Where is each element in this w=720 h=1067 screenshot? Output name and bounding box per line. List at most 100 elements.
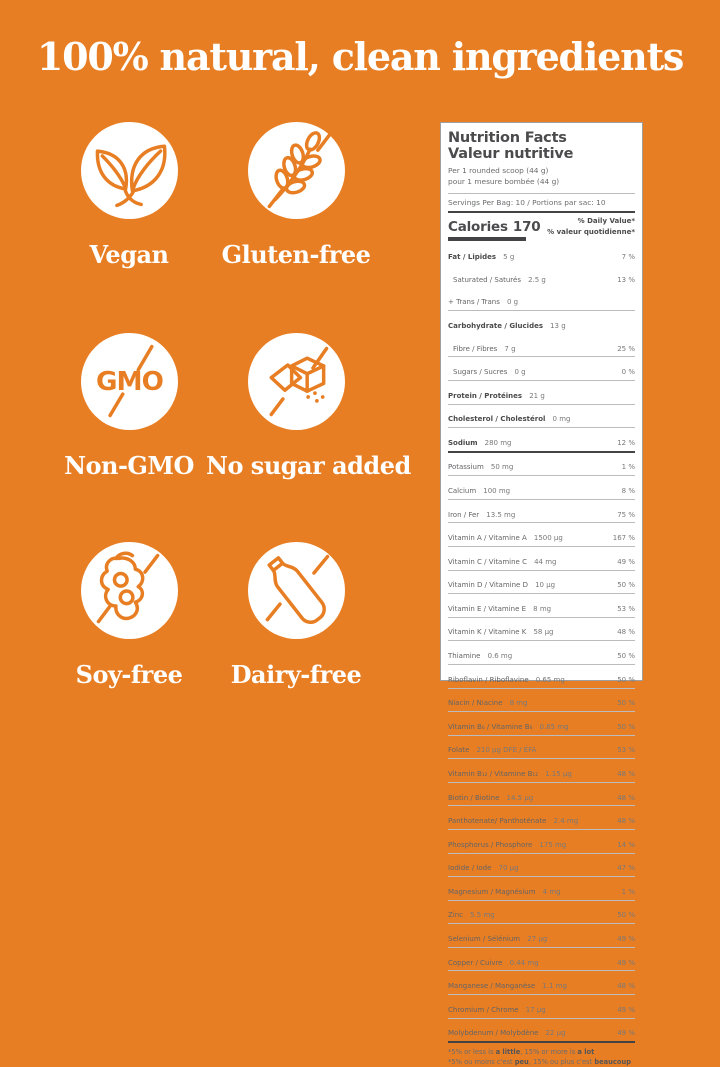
- nutrient-amount: 14.5 µg: [506, 793, 534, 802]
- nutrient-name: Folate: [448, 746, 470, 755]
- nutrition-row: Phosphorus / Phosphore 175 mg 14 %: [448, 830, 635, 854]
- footnote: *5% or less is a little, 15% or more is …: [448, 1043, 635, 1067]
- nutrient-daily-value: 49 %: [617, 1005, 635, 1014]
- nutrient-name: Sodium: [448, 438, 478, 447]
- nutrient-daily-value: 49 %: [617, 557, 635, 566]
- nutrient-daily-value: 7 %: [621, 253, 635, 262]
- nutrient-daily-value: 50 %: [617, 699, 635, 708]
- nutrient-daily-value: 50 %: [617, 652, 635, 661]
- nutrient-name: Zinc: [448, 911, 464, 920]
- nutrition-row: Vitamin B₁₂ / Vitamine B₁₂ 1.15 µg 48 %: [448, 759, 635, 783]
- nutrient-name: Selenium / Sélénium: [448, 934, 521, 943]
- nutrition-row: Vitamin D / Vitamine D 10 µg 50 %: [448, 571, 635, 595]
- nutrient-daily-value: 14 %: [617, 840, 635, 849]
- daily-value-header-en: % Daily Value*: [577, 217, 635, 226]
- nutrient-amount: 8 mg: [509, 699, 528, 708]
- nutrient-amount: 7 g: [504, 344, 516, 353]
- nutrition-row: Fat / Lipides 5 g 7 %: [448, 243, 635, 266]
- badge-label: Dairy-free: [230, 660, 362, 689]
- gmo-icon-text: GMO: [96, 367, 163, 397]
- nutrient-name: Thiamine: [448, 652, 481, 661]
- nutrient-amount: 280 mg: [484, 438, 512, 447]
- nutrient-amount: 70 µg: [498, 864, 519, 873]
- nutrient-name: Iodide / Iode: [448, 864, 492, 873]
- nutrient-daily-value: 13 %: [617, 275, 635, 284]
- nutrient-daily-value: 53 %: [617, 604, 635, 613]
- nutrition-row: Vitamin C / Vitamine C 44 mg 49 %: [448, 547, 635, 571]
- product-infographic: { "page": { "background_color": "#E87E23…: [36, 34, 685, 1067]
- badge-circle: [80, 122, 178, 219]
- nutrition-row: Vitamin A / Vitamine A 1500 µg 167 %: [448, 523, 635, 548]
- divider-thin: [448, 193, 635, 195]
- footnote-fr: *5% ou moins c'est peu, 15% ou plus c'es…: [448, 1058, 632, 1067]
- nutrient-name: Vitamin B₆ / Vitamine B₆: [448, 722, 533, 731]
- nutrition-row: Thiamine 0.6 mg 50 %: [448, 641, 635, 665]
- badge-label: No sugar added: [206, 451, 411, 480]
- nutrient-amount: 22 µg: [545, 1029, 566, 1038]
- badge-label: Gluten-free: [221, 240, 371, 269]
- nutrient-name: Vitamin K / Vitamine K: [448, 628, 527, 637]
- daily-value-header-fr: % valeur quotidienne*: [547, 227, 635, 236]
- nutrient-amount: 100 mg: [483, 487, 511, 495]
- nutrient-amount: 13 g: [550, 321, 566, 330]
- nutrition-facts-panel: Nutrition Facts Valeur nutritive Per 1 r…: [440, 122, 643, 1066]
- nutrient-amount: 0 mg: [552, 415, 571, 424]
- nutrient-daily-value: 48 %: [617, 769, 635, 778]
- nutrient-daily-value: 50 %: [617, 911, 635, 920]
- nutrient-amount: 0 g: [514, 368, 526, 377]
- serving-size-fr: pour 1 mesure bombée (44 g): [448, 176, 560, 186]
- nutrition-row: Selenium / Sélénium 27 µg 49 %: [448, 924, 635, 948]
- nutrition-row: Fibre / Fibres 7 g 25 %: [448, 334, 635, 358]
- nutrient-amount: 5 g: [503, 253, 515, 262]
- sugar-cubes-slash-icon: [269, 346, 328, 417]
- badge-dairy-free: Dairy-free: [206, 542, 386, 689]
- badge-circle: [80, 542, 178, 639]
- badge-circle: [247, 122, 345, 219]
- nutrient-amount: 50 mg: [490, 463, 514, 472]
- nutrient-name: Niacin / Niacine: [448, 699, 503, 708]
- nutrient-name: Vitamin C / Vitamine C: [448, 557, 527, 566]
- nutrient-amount: 8 mg: [533, 604, 552, 613]
- badge-circle: [247, 542, 345, 639]
- page-title: 100% natural, clean ingredients: [36, 34, 684, 79]
- nutrient-name: Manganese / Manganèse: [448, 982, 536, 991]
- nutrition-row: Niacin / Niacine 8 mg 50 %: [448, 689, 635, 713]
- nutrient-daily-value: 49 %: [617, 958, 635, 967]
- nutrient-daily-value: 1 %: [621, 463, 635, 472]
- badge-vegan: Vegan: [39, 122, 219, 269]
- nutrition-row: Manganese / Manganèse 1.1 mg 48 %: [448, 971, 635, 996]
- nutrient-daily-value: 48 %: [617, 817, 635, 826]
- nutrition-title-en: Nutrition Facts: [448, 130, 567, 146]
- nutrition-row: Folate 210 µg DFE / ÉFA 53 %: [448, 736, 635, 760]
- nutrient-amount: 175 mg: [539, 840, 567, 849]
- calories-underline-bar: [448, 237, 526, 241]
- nutrient-name: Vitamin B₁₂ / Vitamine B₁₂: [448, 769, 539, 778]
- nutrient-daily-value: 25 %: [617, 344, 635, 353]
- badge-non-gmo: GMO Non-GMO: [39, 333, 219, 480]
- nutrition-row: Iodide / Iode 70 µg 47 %: [448, 854, 635, 878]
- nutrient-name: Protein / Protéines: [448, 391, 523, 400]
- nutrient-name: Copper / Cuivre: [448, 958, 503, 967]
- nutrition-row: Vitamin E / Vitamine E 8 mg 53 %: [448, 594, 635, 618]
- nutrient-daily-value: 50 %: [617, 675, 635, 684]
- nutrient-amount: 44 mg: [534, 557, 557, 566]
- milk-bottle-slash-icon: [265, 554, 329, 624]
- nutrient-name: Magnesium / Magnésium: [448, 887, 536, 896]
- nutrient-name: Molybdenum / Molybdène: [448, 1029, 539, 1038]
- nutrient-amount: 58 µg: [533, 628, 554, 637]
- badge-no-sugar-added: No sugar added: [206, 333, 411, 480]
- nutrient-amount: 1.1 mg: [542, 982, 567, 991]
- badge-soy-free: Soy-free: [39, 542, 219, 689]
- nutrition-row: Calcium 100 mg 8 %: [448, 476, 635, 500]
- nutrient-name: Potassium: [448, 463, 484, 472]
- nutrient-name: Saturated / Saturés: [453, 275, 521, 284]
- nutrient-amount: 17 µg: [525, 1005, 546, 1014]
- wheat-slash-icon: [267, 131, 332, 209]
- badge-label: Non-GMO: [64, 451, 194, 480]
- nutrient-amount: 10 µg: [535, 581, 556, 590]
- nutrient-daily-value: 1 %: [621, 887, 635, 896]
- nutrient-name: Riboflavin / Riboflavine: [448, 675, 529, 684]
- serving-size-en: Per 1 rounded scoop (44 g): [448, 166, 549, 176]
- nutrient-amount: 210 µg DFE / ÉFA: [476, 746, 537, 755]
- nutrition-row: Vitamin B₆ / Vitamine B₆ 0.85 mg 50 %: [448, 712, 635, 736]
